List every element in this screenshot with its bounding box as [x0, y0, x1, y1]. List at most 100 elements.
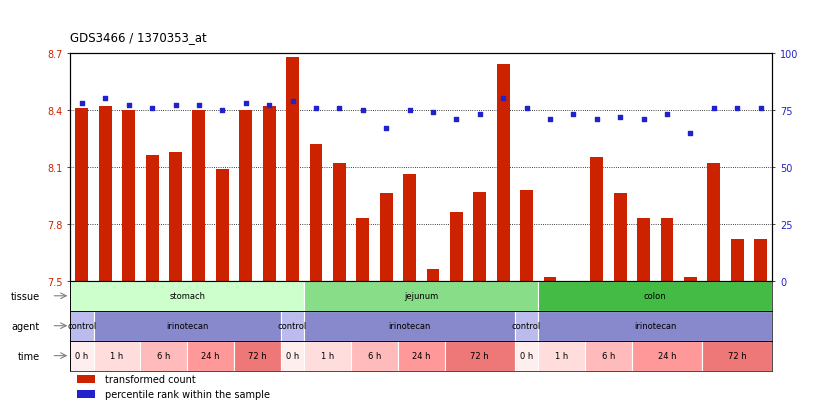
Bar: [70, 281, 304, 311]
Bar: [286, 57, 299, 281]
Bar: [281, 311, 304, 341]
Point: [192, 103, 206, 109]
Point: [286, 98, 299, 105]
Bar: [188, 341, 234, 371]
Point: [496, 96, 510, 102]
Text: time: time: [17, 351, 40, 361]
Text: 6 h: 6 h: [368, 351, 381, 360]
Text: transformed count: transformed count: [106, 374, 196, 384]
Bar: [684, 278, 697, 281]
Point: [309, 105, 322, 112]
Bar: [192, 111, 206, 281]
Text: agent: agent: [12, 321, 40, 331]
Text: 24 h: 24 h: [412, 351, 430, 360]
Text: jejunum: jejunum: [404, 292, 439, 301]
Text: 6 h: 6 h: [157, 351, 170, 360]
Text: GDS3466 / 1370353_at: GDS3466 / 1370353_at: [70, 31, 207, 44]
Point: [660, 112, 673, 119]
Bar: [515, 311, 539, 341]
Bar: [585, 341, 632, 371]
Bar: [398, 341, 444, 371]
Text: 24 h: 24 h: [657, 351, 676, 360]
Point: [614, 114, 627, 121]
Bar: [70, 311, 93, 341]
Bar: [78, 375, 95, 383]
Text: irinotecan: irinotecan: [634, 321, 676, 330]
Point: [449, 116, 463, 123]
Text: colon: colon: [644, 292, 667, 301]
Bar: [70, 341, 93, 371]
Bar: [122, 111, 135, 281]
Bar: [567, 281, 580, 291]
Text: 0 h: 0 h: [75, 351, 88, 360]
Bar: [75, 109, 88, 281]
Point: [169, 103, 183, 109]
Bar: [539, 341, 585, 371]
Text: 6 h: 6 h: [602, 351, 615, 360]
Point: [754, 105, 767, 112]
Bar: [356, 218, 369, 281]
Text: 1 h: 1 h: [321, 351, 335, 360]
Text: stomach: stomach: [169, 292, 205, 301]
Bar: [304, 341, 351, 371]
Bar: [520, 190, 533, 281]
Bar: [426, 270, 439, 281]
Point: [684, 130, 697, 137]
Bar: [169, 152, 182, 281]
Bar: [403, 175, 416, 281]
Bar: [544, 278, 557, 281]
Text: control: control: [512, 321, 541, 330]
Bar: [351, 341, 398, 371]
Bar: [99, 107, 112, 281]
Bar: [450, 213, 463, 281]
Bar: [731, 240, 743, 281]
Text: irinotecan: irinotecan: [388, 321, 430, 330]
Bar: [281, 341, 304, 371]
Point: [99, 96, 112, 102]
Bar: [539, 281, 772, 311]
Point: [333, 105, 346, 112]
Point: [426, 109, 439, 116]
Bar: [216, 169, 229, 281]
Point: [403, 107, 416, 114]
Bar: [444, 341, 515, 371]
Bar: [591, 158, 603, 281]
Bar: [473, 192, 487, 281]
Point: [590, 116, 603, 123]
Text: tissue: tissue: [11, 291, 40, 301]
Text: 0 h: 0 h: [520, 351, 534, 360]
Text: 0 h: 0 h: [286, 351, 299, 360]
Bar: [93, 341, 140, 371]
Point: [240, 100, 253, 107]
Text: control: control: [278, 321, 307, 330]
Bar: [754, 240, 767, 281]
Bar: [702, 341, 772, 371]
Bar: [145, 156, 159, 281]
Point: [637, 116, 650, 123]
Bar: [304, 311, 515, 341]
Bar: [637, 218, 650, 281]
Bar: [661, 218, 673, 281]
Bar: [333, 164, 346, 281]
Point: [707, 105, 720, 112]
Point: [216, 107, 229, 114]
Point: [145, 105, 159, 112]
Point: [380, 126, 393, 132]
Bar: [310, 145, 322, 281]
Bar: [539, 311, 772, 341]
Point: [520, 105, 534, 112]
Bar: [140, 341, 188, 371]
Bar: [263, 107, 276, 281]
Point: [473, 112, 487, 119]
Bar: [380, 194, 392, 281]
Bar: [496, 65, 510, 281]
Text: 72 h: 72 h: [248, 351, 267, 360]
Point: [730, 105, 743, 112]
Text: irinotecan: irinotecan: [166, 321, 208, 330]
Point: [567, 112, 580, 119]
Point: [356, 107, 369, 114]
Bar: [304, 281, 539, 311]
Bar: [614, 194, 627, 281]
Bar: [78, 390, 95, 398]
Point: [544, 116, 557, 123]
